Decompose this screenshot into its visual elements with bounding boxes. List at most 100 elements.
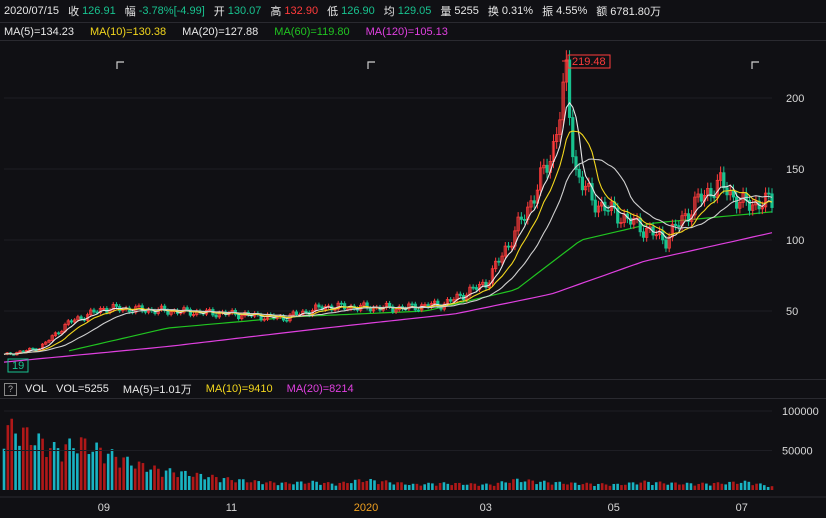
volume-bar: [99, 447, 102, 490]
candle-body: [506, 245, 511, 248]
low-value: 126.90: [341, 5, 375, 17]
volume-bar: [666, 484, 670, 490]
volume-bar: [720, 483, 724, 490]
candle-body: [545, 164, 549, 173]
volume-bar: [647, 481, 650, 490]
ma-lines-group: [3, 101, 773, 355]
volume-bar: [168, 468, 172, 490]
volume-bar: [234, 482, 237, 490]
volume-bar: [380, 481, 384, 490]
candle-body: [577, 169, 581, 178]
volume-bar: [519, 482, 523, 490]
min-price-box: [7, 358, 29, 373]
volume-bar: [608, 485, 612, 490]
volume-bar: [531, 480, 535, 490]
candle-body: [693, 196, 697, 216]
divider: [0, 398, 826, 399]
volume-bar: [600, 483, 604, 490]
volume-bar: [543, 480, 546, 490]
candle-body: [686, 213, 691, 222]
candle-body: [619, 222, 623, 224]
volume-bar: [326, 482, 330, 490]
volume-bar: [747, 481, 751, 490]
volume-bar: [620, 485, 623, 490]
candle-body: [564, 59, 568, 83]
candle-body: [111, 304, 115, 311]
avg-value: 129.05: [397, 5, 432, 17]
price-axis: 200 150 100 50: [786, 93, 804, 318]
volume-bar: [195, 472, 199, 490]
volume-bar: [83, 438, 87, 490]
volume-legend: ? VOL VOL=5255 MA(5)=1.01万 MA(10)=9410 M…: [0, 381, 826, 397]
candle-body: [667, 236, 671, 249]
candle-body: [18, 350, 22, 353]
volume-axis: 100000 50000: [4, 406, 819, 458]
candle-body: [587, 183, 591, 187]
volume-bar: [681, 484, 685, 490]
candle-body: [474, 287, 478, 290]
volume-bar: [419, 485, 423, 490]
volume-bar: [299, 481, 303, 490]
volume-bar: [334, 485, 338, 490]
chart-grid: [4, 97, 772, 312]
volume-bar: [311, 480, 315, 490]
volume-bar: [377, 484, 380, 490]
volume-bar: [527, 479, 531, 490]
ma5-legend: MA(5)=134.23: [4, 26, 75, 38]
volume-bar: [241, 479, 245, 490]
volume-bar: [72, 448, 75, 490]
volume-bar: [604, 484, 608, 490]
open-value: 130.07: [227, 5, 262, 17]
volume-bar: [481, 484, 484, 490]
volume-bar: [29, 445, 33, 490]
volume-bar: [10, 418, 14, 490]
candle-body: [712, 195, 716, 199]
volume-bar: [454, 483, 457, 490]
volume-bar: [176, 477, 179, 490]
volume-bar: [488, 484, 492, 490]
candle-body: [645, 228, 649, 238]
volume-bars: [2, 418, 774, 490]
volume-bar: [130, 465, 133, 490]
volume-bar: [670, 482, 673, 490]
candle-body: [532, 200, 536, 204]
volume-bar: [635, 484, 639, 490]
candle-body: [191, 314, 196, 316]
volume-bar: [485, 483, 488, 490]
candle-body: [185, 307, 189, 311]
divider: [0, 40, 826, 41]
volume-bar: [581, 484, 585, 490]
date-tick-label: 03: [480, 502, 492, 514]
ma20-legend: MA(20)=127.88: [182, 26, 259, 38]
volume-bar: [743, 480, 747, 490]
vol-ma20-legend: MA(20)=8214: [286, 383, 354, 395]
vol-ma10-legend: MA(10)=9410: [205, 383, 273, 395]
candle-body: [407, 303, 411, 310]
price-tick-label: 50: [786, 306, 798, 318]
candle-body: [596, 205, 601, 213]
ma-legend: MA(5)=134.23 MA(10)=130.38 MA(20)=127.88…: [0, 23, 826, 41]
volume-bar: [218, 482, 222, 490]
amount-label: 额: [596, 6, 608, 18]
candle-body: [208, 309, 212, 311]
volume-bar: [87, 454, 91, 490]
help-icon[interactable]: ?: [4, 382, 17, 396]
candle-body: [240, 315, 244, 320]
candle-body: [114, 304, 119, 307]
volume-bar: [21, 427, 25, 490]
volume-bar: [431, 483, 434, 490]
candle-body: [92, 309, 96, 313]
candle-body: [304, 310, 308, 313]
candle-body: [336, 302, 340, 310]
date-tick-label: 2020: [354, 502, 378, 514]
volume-bar: [585, 482, 589, 490]
volume-bar: [323, 482, 326, 490]
candle-body: [423, 304, 427, 306]
volume-bar: [458, 482, 461, 490]
candle-body: [236, 313, 241, 320]
date-tick-label: 07: [736, 502, 748, 514]
volume-bar: [705, 483, 708, 490]
date-tick-label: 11: [226, 502, 237, 514]
candle-body: [763, 192, 768, 208]
